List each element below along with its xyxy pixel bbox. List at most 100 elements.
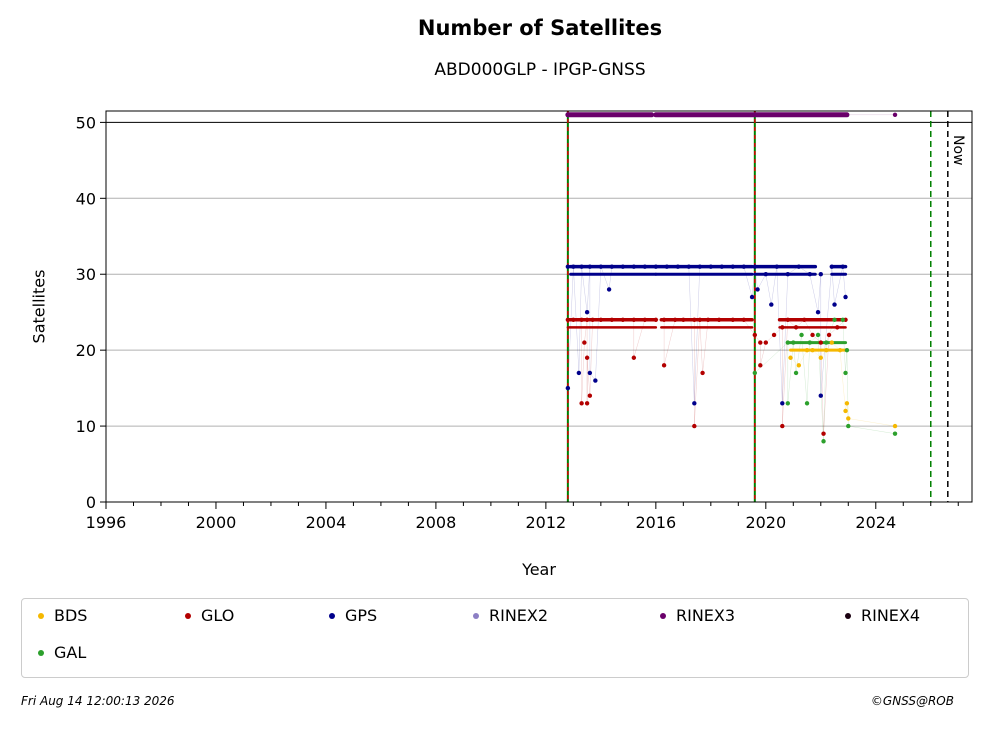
- point-gal: [843, 370, 848, 376]
- satellites-plot: 1996 2000 2004 2008 2012 2016 2020 2024 0 10 20 30…: [30, 110, 973, 579]
- point-glo: [763, 340, 769, 345]
- y-tick-label: 10: [76, 417, 96, 436]
- chart-subtitle: ABD000GLP - IPGP-GNSS: [434, 60, 646, 80]
- point-bds: [818, 355, 823, 360]
- point-rinex3: [722, 112, 727, 117]
- point-gps: [576, 370, 582, 376]
- point-gps: [829, 264, 834, 269]
- point-glo: [793, 325, 799, 330]
- point-gps: [584, 309, 590, 315]
- point-gps: [730, 264, 736, 269]
- point-bds: [837, 347, 843, 353]
- point-glo: [653, 317, 659, 322]
- point-gal: [821, 439, 826, 444]
- point-gps: [785, 272, 791, 277]
- legend-marker: [473, 612, 479, 619]
- x-tick-label: 2016: [635, 513, 676, 532]
- point-rinex3: [565, 112, 571, 117]
- point-rinex3: [832, 112, 837, 117]
- point-rinex3: [749, 112, 755, 117]
- legend-marker: [38, 649, 44, 656]
- x-tick-label: 2008: [416, 513, 457, 532]
- point-gal: [832, 317, 837, 322]
- point-gps: [642, 264, 648, 269]
- point-glo: [661, 317, 667, 322]
- y-tick-label: 30: [76, 265, 96, 284]
- point-glo: [620, 317, 626, 322]
- point-gal: [785, 401, 791, 406]
- point-glo: [598, 317, 604, 322]
- point-gps: [675, 264, 681, 269]
- chart-title: Number of Satellites: [417, 16, 663, 40]
- point-gps: [769, 302, 774, 307]
- point-gal: [844, 347, 850, 353]
- x-tick-label: 2024: [855, 513, 896, 532]
- point-glo: [631, 355, 637, 360]
- point-glo: [785, 317, 791, 322]
- point-glo: [780, 325, 785, 330]
- point-rinex3: [694, 112, 700, 117]
- point-glo: [758, 363, 763, 368]
- point-gps: [840, 264, 845, 269]
- point-glo: [771, 332, 777, 338]
- point-glo: [571, 317, 576, 322]
- point-glo: [758, 340, 763, 345]
- y-tick-label: 40: [76, 189, 96, 208]
- credit: ©GNSS@ROB: [870, 694, 954, 708]
- point-glo: [692, 317, 697, 322]
- point-gps: [818, 272, 823, 277]
- point-bds: [824, 347, 829, 353]
- point-glo: [780, 423, 785, 429]
- point-gps: [697, 264, 703, 269]
- point-bds: [844, 401, 850, 406]
- point-gal: [824, 340, 829, 345]
- point-bds: [843, 408, 848, 414]
- point-gps: [631, 264, 637, 269]
- point-rinex3: [892, 112, 898, 117]
- point-gps: [692, 401, 697, 406]
- y-axis-label: Satellites: [30, 270, 49, 344]
- plot-frame: [105, 110, 973, 503]
- point-gps: [686, 264, 692, 269]
- point-glo: [584, 317, 590, 322]
- point-glo: [810, 332, 815, 338]
- point-glo: [661, 363, 667, 368]
- point-rinex3: [777, 112, 782, 117]
- point-gps: [579, 264, 584, 269]
- point-gps: [763, 272, 769, 277]
- point-glo: [609, 317, 615, 322]
- point-gps: [571, 264, 576, 269]
- point-glo: [565, 317, 571, 322]
- point-gal: [892, 431, 898, 436]
- point-glo: [584, 401, 590, 406]
- legend-label: BDS: [54, 606, 88, 625]
- point-gps: [843, 294, 848, 300]
- x-tick-label: 2000: [196, 513, 237, 532]
- point-gps: [587, 264, 593, 269]
- point-gal: [791, 340, 796, 345]
- point-gal: [815, 332, 821, 338]
- point-bds: [829, 340, 834, 345]
- x-tick-label: 2012: [526, 513, 567, 532]
- point-gal: [807, 340, 812, 345]
- legend-label: GAL: [54, 643, 87, 662]
- point-gal: [793, 370, 799, 376]
- point-bds: [810, 347, 815, 353]
- y-tick-label: 20: [76, 341, 96, 360]
- point-gps: [774, 264, 780, 269]
- series-connector-lines: [567, 114, 896, 442]
- now-label: Now: [950, 135, 966, 166]
- point-glo: [697, 317, 703, 322]
- point-glo: [587, 393, 593, 398]
- x-axis-label: Year: [521, 560, 556, 579]
- point-bds: [796, 363, 801, 368]
- point-rinex3: [639, 112, 645, 117]
- point-glo: [802, 317, 807, 322]
- point-glo: [590, 317, 595, 322]
- point-gps: [832, 302, 837, 307]
- point-gps: [741, 264, 747, 269]
- point-glo: [579, 317, 584, 322]
- legend: BDS GLO GPS RINEX2 RINEX3 RINEX4 GAL: [21, 598, 969, 678]
- point-gps: [606, 287, 612, 292]
- point-gps: [609, 264, 615, 269]
